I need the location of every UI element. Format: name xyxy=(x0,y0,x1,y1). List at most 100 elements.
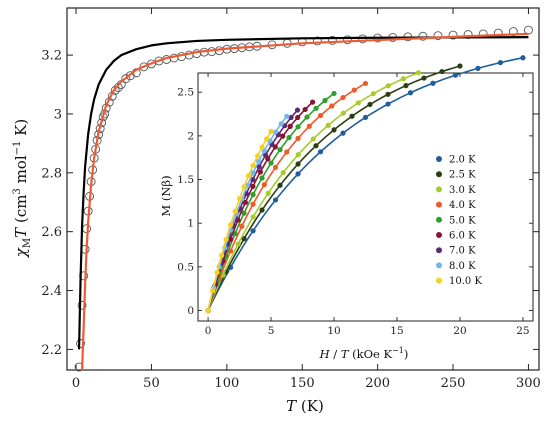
legend-marker xyxy=(436,216,442,223)
legend-marker xyxy=(436,232,442,238)
y-tick-label: 3.2 xyxy=(41,49,62,64)
legend-marker xyxy=(436,277,442,284)
data-point xyxy=(125,71,135,81)
inset-data-point xyxy=(340,94,346,101)
data-point xyxy=(418,31,428,41)
data-point xyxy=(463,30,473,39)
legend-label: 2.0 K xyxy=(449,155,476,166)
inset-data-point xyxy=(268,160,274,166)
inset-data-point xyxy=(317,112,324,119)
data-point xyxy=(77,300,87,310)
inset-data-point xyxy=(259,144,265,150)
inset-data-point xyxy=(209,288,216,294)
inset-plot: 0 5 10 15 20 25 0 0.5 1 1.5 2 2.5 2.0 K 2.5 K 3.0 K 4.… xyxy=(159,55,534,361)
inset-data-point xyxy=(295,152,301,158)
inset-legend: 2.0 K 2.5 K 3.0 K 4.0 K 5.0 K 6.0 K 7.0 K 8.0 K… xyxy=(436,155,482,287)
inset-data-point xyxy=(236,195,243,202)
inset-data-point xyxy=(331,127,337,133)
data-point xyxy=(121,74,131,84)
inset-axis-ticks: 0 5 10 15 20 25 0 0.5 1 1.5 2 2.5 xyxy=(177,73,533,337)
inset-data-point xyxy=(313,143,319,149)
inset-y-tick-label: 1.5 xyxy=(177,174,194,186)
inset-data-point xyxy=(452,72,459,78)
inset-plot-frame xyxy=(197,72,534,322)
inset-data-point xyxy=(520,55,526,61)
inset-data-point xyxy=(355,100,361,106)
data-point xyxy=(343,35,352,45)
inset-data-point xyxy=(351,87,357,93)
inset-data-point xyxy=(385,101,391,107)
inset-data-point xyxy=(250,192,256,198)
inset-data-point xyxy=(457,63,463,69)
data-point xyxy=(327,35,337,45)
inset-data-point xyxy=(261,182,267,188)
legend-marker xyxy=(436,247,442,254)
x-axis-title: T (K) xyxy=(286,397,324,415)
inset-data-point xyxy=(385,83,391,89)
inset-data-point xyxy=(322,97,328,104)
inset-data-point xyxy=(295,135,301,141)
inset-data-point xyxy=(265,190,271,196)
inset-data-point xyxy=(331,90,337,97)
data-point xyxy=(448,30,458,40)
fit-line xyxy=(77,36,529,350)
inset-data-point xyxy=(295,171,301,177)
inset-data-point xyxy=(362,114,369,120)
legend-marker xyxy=(436,201,442,208)
inset-data-point xyxy=(310,136,316,142)
inset-data-point xyxy=(277,147,283,153)
data-point xyxy=(76,339,86,348)
inset-data-point xyxy=(232,208,238,214)
inset-x-tick-label: 10 xyxy=(327,325,340,337)
x-tick-label: 100 xyxy=(214,376,239,391)
inset-data-point xyxy=(250,201,256,207)
inset-data-point xyxy=(306,123,312,129)
y-tick-label: 2.6 xyxy=(41,225,62,240)
inset-data-point xyxy=(475,65,481,71)
inset-x-tick-label: 25 xyxy=(516,325,529,337)
inset-data-point xyxy=(277,182,283,188)
inset-data-point xyxy=(370,91,376,97)
x-tick-label: 50 xyxy=(143,376,160,391)
inset-data-point xyxy=(304,114,310,120)
inset-x-tick-label: 20 xyxy=(453,325,466,337)
main-plot-frame xyxy=(66,7,540,371)
inset-data-point xyxy=(214,269,220,276)
inset-data-point xyxy=(340,110,346,116)
fit-line xyxy=(80,32,529,371)
inset-data-point xyxy=(245,173,252,179)
inset-data-point xyxy=(227,222,234,228)
inset-data-point xyxy=(284,113,290,119)
inset-data-point xyxy=(256,158,262,164)
inset-data-point xyxy=(259,175,265,181)
inset-data-point xyxy=(294,107,301,113)
legend-marker xyxy=(436,156,442,162)
inset-y-tick-label: 2.5 xyxy=(177,87,194,99)
inset-data-point xyxy=(367,101,373,108)
x-tick-label: 300 xyxy=(516,376,541,391)
inset-data-point xyxy=(256,164,262,170)
inset-data-point xyxy=(262,152,269,158)
y-axis-title: χMT (cm3 mol−1 K) xyxy=(12,119,33,258)
main-fit-lines xyxy=(77,32,529,371)
inset-data-point xyxy=(205,307,211,314)
x-tick-label: 250 xyxy=(441,376,466,391)
inset-series xyxy=(205,55,526,314)
inset-data-point xyxy=(439,68,445,75)
data-point xyxy=(110,85,120,95)
inset-data-point xyxy=(278,121,284,127)
inset-data-point xyxy=(286,135,292,141)
legend-label: 6.0 K xyxy=(449,231,476,242)
inset-data-point xyxy=(268,128,274,134)
legend-marker xyxy=(436,171,442,178)
x-tick-label: 200 xyxy=(365,376,390,391)
inset-data-point xyxy=(295,124,301,130)
inset-x-tick-label: 0 xyxy=(205,325,212,337)
inset-data-point xyxy=(239,223,245,229)
legend-label: 10.0 K xyxy=(449,276,482,287)
legend-label: 2.5 K xyxy=(449,170,476,181)
inset-data-point xyxy=(250,162,256,169)
inset-data-point xyxy=(263,136,270,142)
inset-data-point xyxy=(265,156,271,162)
